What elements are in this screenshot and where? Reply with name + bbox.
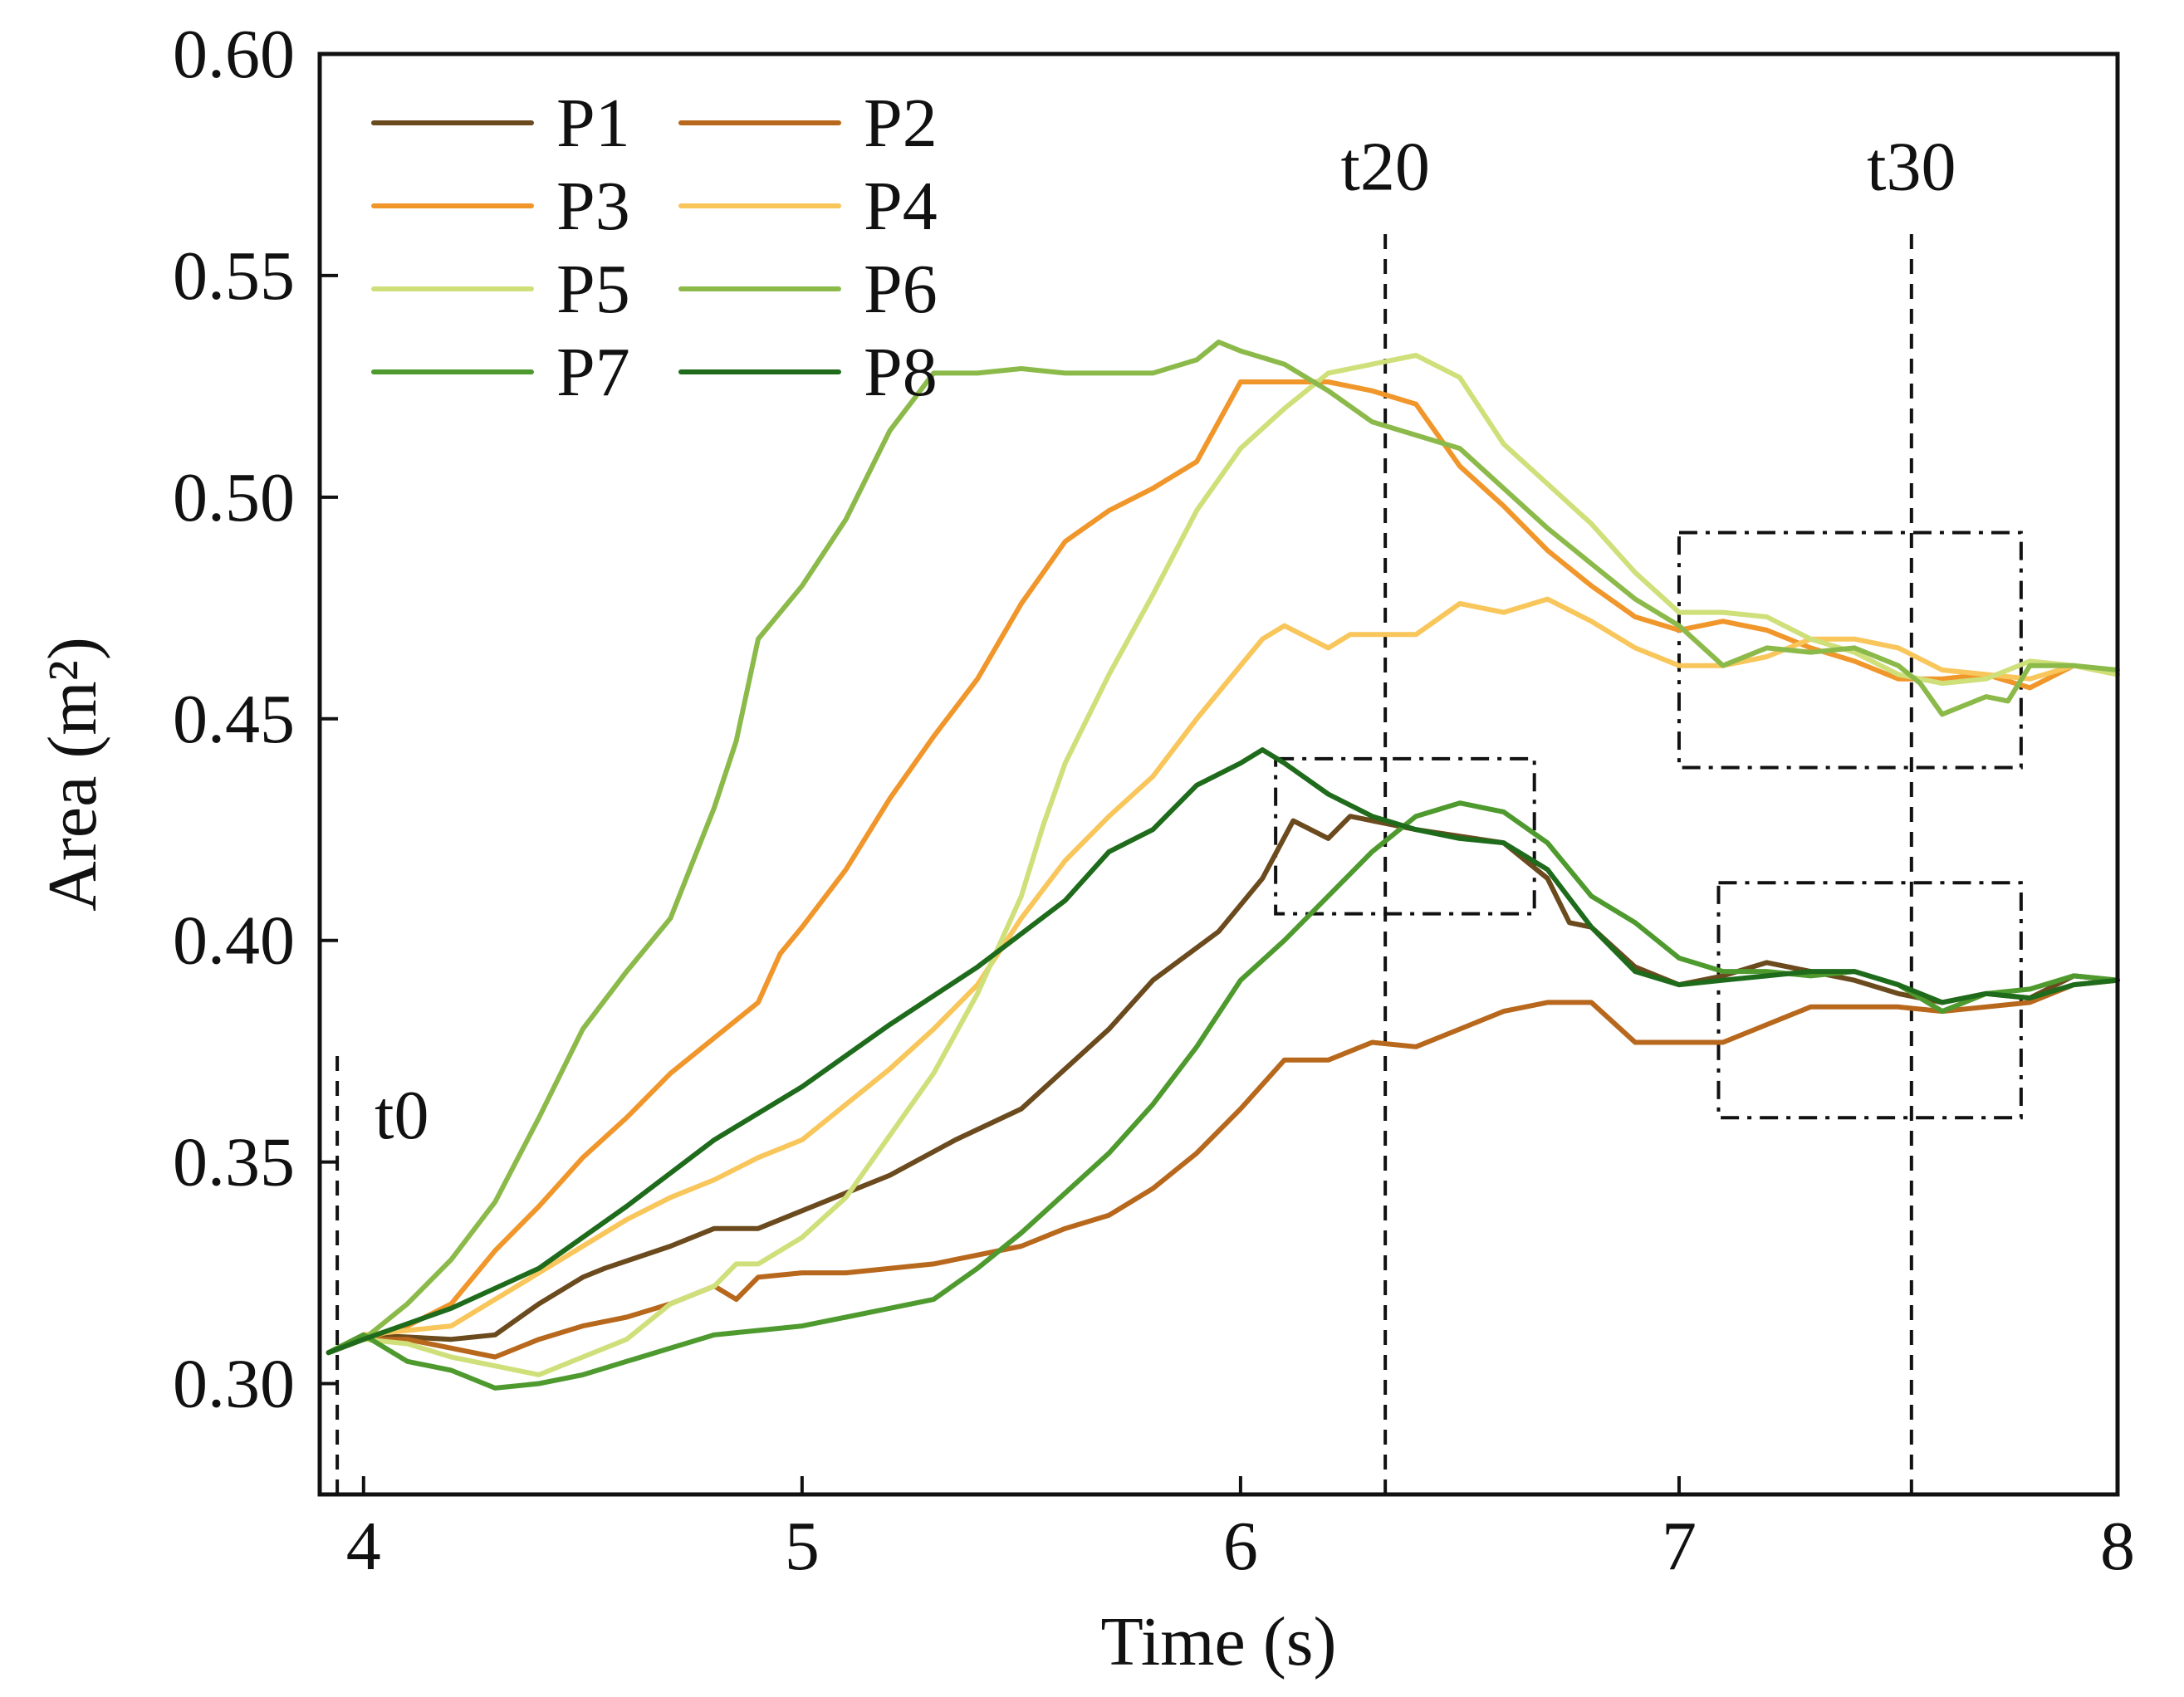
series-line-p2: [326, 977, 2120, 1360]
y-tick-label: 0.35: [173, 1124, 295, 1201]
x-tick-label: 7: [1662, 1508, 1697, 1585]
y-axis-title: Area (m²): [34, 637, 111, 912]
x-tick-label: 4: [346, 1508, 381, 1585]
legend: P1 P2 P3 P4 P5 P6 P7 P8: [371, 85, 938, 411]
marker-label-t30: t30: [1867, 129, 1956, 206]
legend-label-p6: P6: [864, 251, 938, 328]
y-tick-label: 0.45: [173, 681, 295, 758]
y-tick-label: 0.40: [173, 902, 295, 980]
legend-label-p7: P7: [556, 334, 630, 411]
x-tick-label: 5: [785, 1508, 820, 1585]
highlight-box: [1677, 531, 2023, 770]
series-line-p3: [326, 379, 2120, 1356]
legend-label-p5: P5: [556, 251, 630, 328]
marker-label-t0: t0: [375, 1077, 428, 1154]
y-tick-label: 0.50: [173, 459, 295, 536]
legend-label-p4: P4: [864, 168, 938, 245]
legend-label-p1: P1: [556, 85, 630, 162]
highlight-box: [1274, 756, 1536, 916]
x-tick-label: 6: [1223, 1508, 1258, 1585]
x-tick-label: 8: [2100, 1508, 2135, 1585]
series-line-p7: [326, 800, 2120, 1391]
legend-label-p8: P8: [864, 334, 938, 411]
series-line-p5: [326, 353, 2120, 1377]
x-axis-title: Time (s): [1101, 1603, 1337, 1680]
vertical-markers: t0 t20 t30: [335, 129, 1956, 1494]
y-tick-label: 0.55: [173, 237, 295, 315]
y-tick-label: 0.30: [173, 1346, 295, 1423]
highlight-box: [1716, 881, 2023, 1120]
series-line-p1: [326, 814, 2120, 1356]
series-line-p4: [326, 596, 2120, 1356]
highlight-boxes: [1274, 531, 2023, 1120]
plot-frame: [317, 51, 2120, 1497]
x-axis-ticks: 4 5 6 7 8: [346, 1476, 2135, 1585]
series-line-p8: [326, 747, 2120, 1356]
y-tick-label: 0.60: [173, 16, 295, 93]
legend-label-p3: P3: [556, 168, 630, 245]
marker-label-t20: t20: [1340, 129, 1429, 206]
legend-label-p2: P2: [864, 85, 938, 162]
y-axis-ticks: 0.30 0.35 0.40 0.45 0.50 0.55 0.60: [173, 16, 338, 1423]
data-series: [326, 340, 2120, 1391]
series-line-p6: [326, 340, 2120, 1356]
